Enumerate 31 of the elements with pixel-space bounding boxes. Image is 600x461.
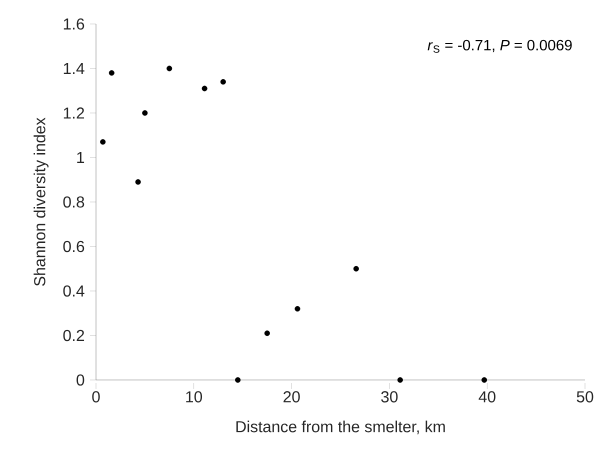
- point: [142, 110, 148, 116]
- y-tick-label: 1.2: [64, 107, 84, 119]
- x-tick-label: 10: [186, 391, 202, 402]
- point: [481, 377, 488, 383]
- point: [135, 179, 141, 185]
- point: [235, 377, 241, 383]
- x-tick-label: 30: [381, 391, 398, 402]
- point: [108, 70, 114, 76]
- x-tick-label: 50: [576, 391, 594, 402]
- point: [397, 377, 403, 383]
- y-tick-label: 1: [77, 152, 84, 163]
- point: [264, 330, 270, 336]
- annotation: r$_{S}$ = -0.71, P = 0.0069: [428, 40, 572, 53]
- y-tick-label: 0.8: [63, 196, 84, 208]
- point: [202, 86, 208, 92]
- x-tick-label: 20: [284, 391, 300, 402]
- point: [294, 306, 300, 312]
- y-axis-title: Shannon diversity index: [34, 118, 49, 286]
- point: [353, 266, 359, 272]
- point: [220, 79, 226, 85]
- y-tick-label: 0.2: [63, 330, 84, 342]
- y-tick-label: 1.4: [64, 63, 84, 74]
- y-tick-label: 1.6: [64, 18, 84, 30]
- x-axis-title: Distance from the smelter, km: [236, 420, 445, 434]
- point: [166, 66, 172, 72]
- y-tick-label: 0.6: [63, 240, 84, 252]
- y-tick-label: 0.4: [63, 285, 84, 297]
- x-tick-label: 0: [92, 391, 100, 402]
- y-tick-label: 0: [76, 374, 84, 386]
- point: [100, 139, 106, 145]
- x-tick-label: 40: [478, 391, 496, 402]
